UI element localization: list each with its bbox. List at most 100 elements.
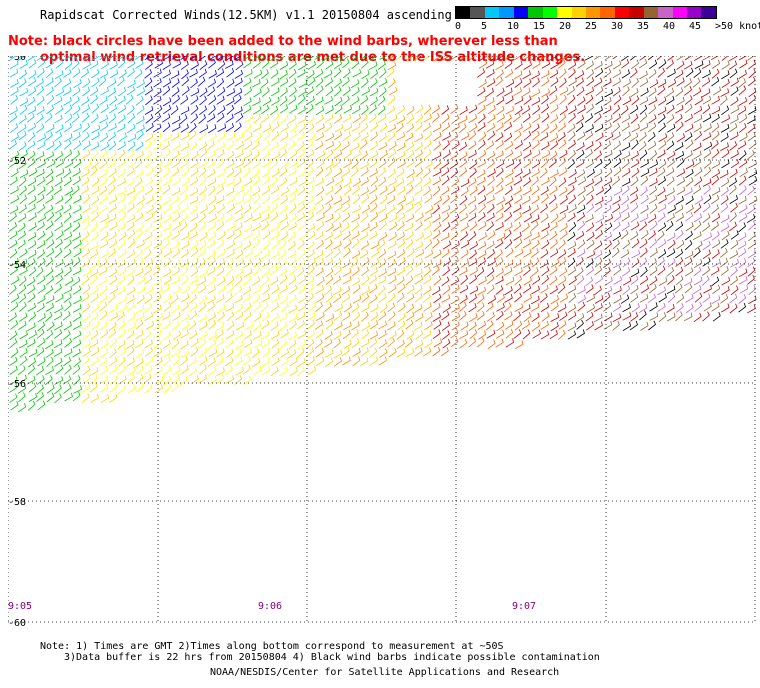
wind-barb: [648, 320, 656, 331]
wind-barb: [558, 167, 568, 177]
wind-barb: [90, 367, 99, 376]
wind-barb: [369, 87, 379, 97]
wind-barb: [296, 212, 306, 222]
wind-barb: [63, 231, 73, 241]
wind-barb: [46, 275, 55, 286]
wind-barb: [333, 357, 342, 367]
wind-barb: [621, 185, 630, 196]
wind-barb: [558, 257, 567, 267]
wind-barb: [37, 204, 46, 214]
wind-barb: [126, 187, 136, 196]
wind-barb: [261, 249, 270, 259]
wind-barb: [260, 113, 270, 124]
wind-barb: [549, 133, 559, 143]
wind-barb: [719, 247, 728, 258]
wind-barb: [82, 140, 91, 151]
wind-barb: [567, 159, 575, 170]
wind-barb: [388, 292, 396, 303]
wind-barb: [252, 357, 261, 368]
wind-barb: [532, 130, 540, 141]
wind-barb: [99, 293, 108, 304]
wind-barb: [379, 87, 387, 98]
wind-barb: [702, 266, 711, 276]
wind-barb: [712, 86, 722, 96]
wind-barb: [27, 185, 36, 195]
wind-barb: [135, 304, 145, 314]
wind-barb: [639, 96, 649, 106]
wind-barb: [332, 286, 342, 296]
wind-barb: [279, 258, 287, 269]
wind-barb: [269, 265, 278, 276]
wind-barb: [414, 304, 423, 313]
wind-barb: [352, 114, 361, 124]
wind-barb: [423, 177, 432, 187]
wind-barb: [332, 275, 341, 285]
wind-barb: [163, 176, 172, 186]
wind-barb: [550, 77, 559, 87]
wind-barb: [45, 77, 54, 87]
wind-barb: [64, 364, 72, 375]
wind-barb: [612, 131, 621, 141]
wind-barb: [450, 248, 459, 258]
wind-barb: [315, 85, 324, 96]
colorbar-swatch: [528, 7, 543, 18]
wind-barb: [531, 123, 540, 134]
wind-barb: [568, 168, 577, 179]
wind-barb: [621, 195, 630, 206]
wind-barb: [568, 149, 576, 160]
wind-barb: [495, 204, 504, 214]
wind-barb: [676, 96, 685, 106]
wind-barb: [45, 348, 54, 359]
wind-barb: [523, 56, 531, 61]
wind-barb: [666, 187, 675, 197]
wind-barb: [289, 265, 297, 276]
wind-barb: [702, 213, 711, 224]
wind-barb: [10, 348, 19, 358]
wind-barb: [495, 222, 504, 231]
wind-barb: [28, 311, 37, 322]
wind-barb: [27, 258, 36, 268]
wind-barb: [468, 177, 477, 187]
wind-barb: [136, 105, 145, 115]
wind-barb: [242, 364, 251, 375]
wind-barb: [243, 330, 252, 340]
wind-barb: [658, 140, 667, 150]
wind-barb: [388, 177, 397, 187]
wind-barb: [685, 303, 694, 314]
wind-barb: [332, 222, 342, 232]
wind-barb: [99, 285, 108, 296]
wind-barb: [333, 131, 343, 141]
wind-barb: [334, 203, 343, 213]
wind-barb: [19, 194, 27, 205]
wind-barb: [252, 194, 261, 205]
wind-barb: [388, 114, 398, 124]
wind-barb: [738, 248, 747, 258]
wind-barb: [458, 123, 467, 134]
wind-barb: [666, 114, 675, 124]
wind-barb: [406, 303, 415, 314]
wind-barb: [468, 204, 477, 215]
wind-barb: [513, 231, 522, 241]
wind-barb: [612, 313, 622, 323]
wind-barb: [190, 338, 199, 348]
wind-barb: [568, 292, 577, 303]
wind-barb: [243, 194, 252, 204]
wind-barb: [531, 295, 540, 305]
wind-barb: [575, 256, 584, 267]
wind-barb: [306, 338, 315, 349]
wind-barb: [243, 338, 253, 348]
wind-barb: [127, 67, 135, 78]
wind-barb: [611, 247, 620, 258]
wind-barb: [359, 150, 368, 161]
wind-barb: [154, 166, 162, 177]
wind-barb: [54, 238, 63, 249]
wind-barb: [378, 320, 387, 330]
wind-barb: [505, 328, 514, 339]
wind-barb: [585, 140, 594, 151]
wind-barb: [575, 158, 585, 168]
wind-barb: [252, 59, 261, 69]
wind-barb: [712, 258, 721, 268]
wind-barb: [342, 202, 351, 213]
wind-barb: [180, 60, 189, 70]
wind-barb: [737, 240, 747, 250]
